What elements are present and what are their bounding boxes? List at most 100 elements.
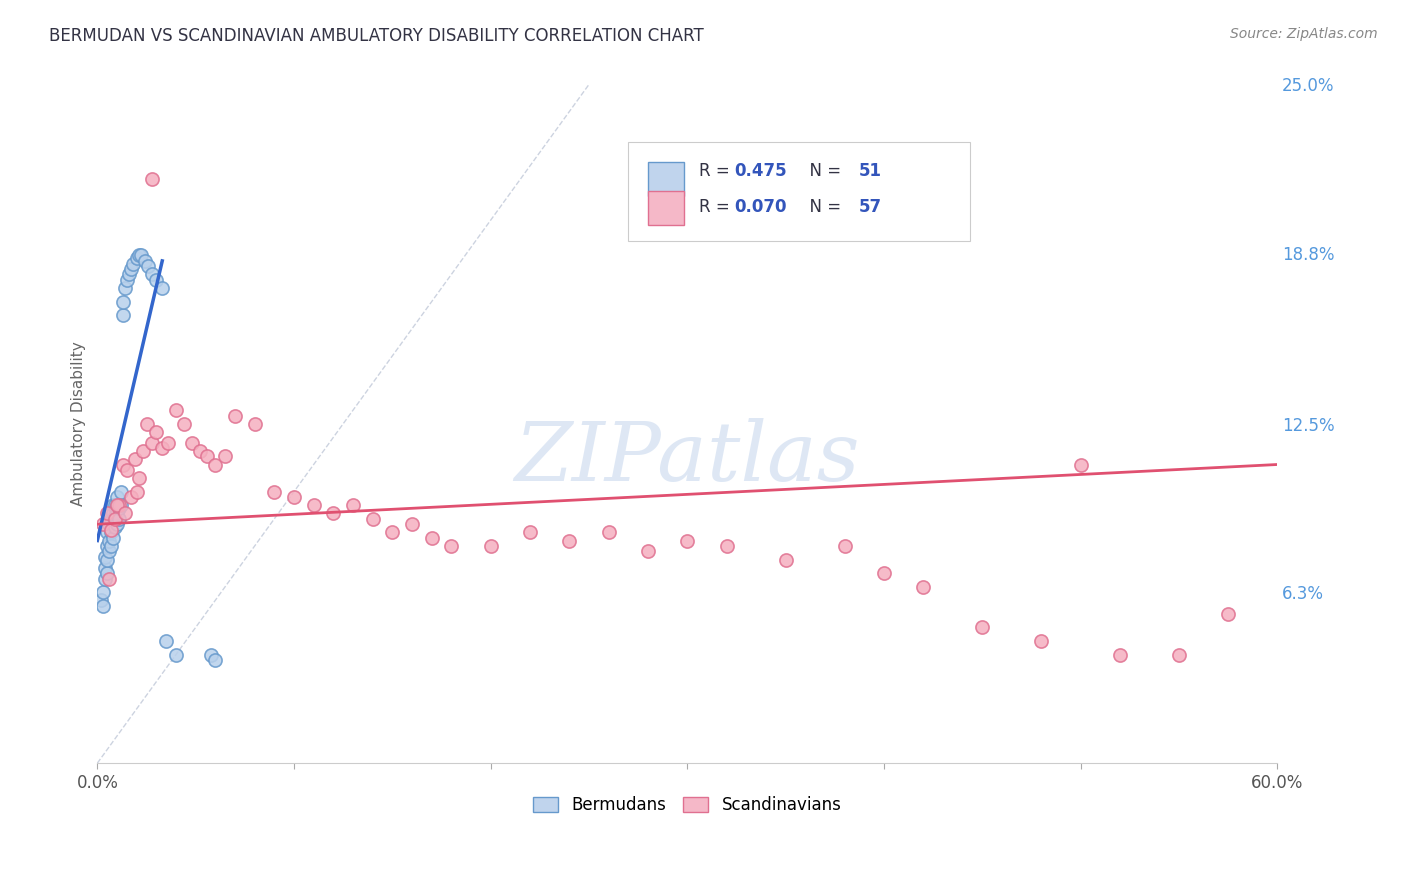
- Point: [129, 248, 152, 262]
- Point: [105, 517, 128, 532]
- Point: [90, 593, 112, 607]
- Point: [361, 512, 384, 526]
- Point: [105, 498, 128, 512]
- Point: [96, 566, 118, 580]
- Point: [155, 634, 177, 648]
- Point: [519, 525, 541, 540]
- Text: N =: N =: [800, 198, 846, 216]
- Text: R =: R =: [699, 198, 735, 216]
- FancyBboxPatch shape: [648, 162, 683, 196]
- FancyBboxPatch shape: [628, 142, 970, 241]
- Point: [100, 525, 122, 540]
- Point: [98, 572, 121, 586]
- Point: [120, 490, 142, 504]
- Point: [283, 490, 305, 504]
- Point: [224, 409, 246, 423]
- Point: [676, 533, 699, 548]
- Point: [94, 572, 117, 586]
- Point: [96, 507, 118, 521]
- Point: [204, 653, 226, 667]
- Point: [598, 525, 620, 540]
- Point: [440, 539, 463, 553]
- Point: [98, 544, 121, 558]
- Point: [104, 520, 127, 534]
- Point: [150, 281, 173, 295]
- Text: ZIPatlas: ZIPatlas: [515, 417, 860, 498]
- Point: [118, 268, 141, 282]
- Point: [263, 484, 285, 499]
- Point: [135, 417, 157, 431]
- Text: BERMUDAN VS SCANDINAVIAN AMBULATORY DISABILITY CORRELATION CHART: BERMUDAN VS SCANDINAVIAN AMBULATORY DISA…: [49, 27, 704, 45]
- Point: [100, 507, 122, 521]
- Point: [125, 251, 148, 265]
- Text: Source: ZipAtlas.com: Source: ZipAtlas.com: [1230, 27, 1378, 41]
- Point: [912, 580, 935, 594]
- Point: [1109, 648, 1132, 662]
- Text: 0.475: 0.475: [734, 162, 787, 180]
- Point: [479, 539, 502, 553]
- Point: [214, 450, 236, 464]
- Point: [243, 417, 266, 431]
- Point: [420, 531, 443, 545]
- Point: [101, 507, 124, 521]
- Point: [104, 512, 127, 526]
- Point: [197, 450, 219, 464]
- Point: [104, 498, 127, 512]
- Point: [101, 498, 124, 512]
- Point: [110, 484, 132, 499]
- Point: [98, 533, 121, 548]
- Point: [342, 498, 364, 512]
- Text: R =: R =: [699, 162, 735, 180]
- Point: [94, 549, 117, 564]
- Point: [188, 444, 211, 458]
- Point: [145, 273, 167, 287]
- Point: [115, 273, 138, 287]
- Point: [775, 552, 797, 566]
- Point: [1031, 634, 1053, 648]
- Point: [141, 435, 163, 450]
- Point: [128, 248, 150, 262]
- Point: [141, 268, 163, 282]
- Point: [96, 525, 118, 540]
- Point: [94, 560, 117, 574]
- Point: [91, 585, 114, 599]
- Point: [100, 523, 122, 537]
- Point: [115, 463, 138, 477]
- FancyBboxPatch shape: [648, 191, 683, 225]
- Point: [121, 257, 143, 271]
- Point: [165, 648, 187, 662]
- Point: [381, 525, 404, 540]
- Point: [114, 281, 136, 295]
- Point: [637, 544, 659, 558]
- Text: 57: 57: [859, 198, 882, 216]
- Point: [1070, 458, 1092, 472]
- Point: [114, 507, 136, 521]
- Point: [141, 172, 163, 186]
- Y-axis label: Ambulatory Disability: Ambulatory Disability: [72, 342, 86, 506]
- Point: [150, 441, 173, 455]
- Point: [322, 507, 344, 521]
- Point: [157, 435, 180, 450]
- Point: [105, 507, 128, 521]
- Point: [91, 599, 114, 613]
- Point: [145, 425, 167, 439]
- Point: [104, 509, 127, 524]
- Point: [111, 294, 134, 309]
- Point: [125, 484, 148, 499]
- Point: [101, 531, 124, 545]
- Text: 51: 51: [859, 162, 882, 180]
- Point: [96, 552, 118, 566]
- Point: [138, 260, 160, 274]
- Point: [558, 533, 581, 548]
- Legend: Bermudans, Scandinavians: Bermudans, Scandinavians: [524, 788, 849, 822]
- Point: [98, 517, 121, 532]
- Point: [111, 308, 134, 322]
- Point: [302, 498, 325, 512]
- Point: [108, 500, 131, 515]
- Point: [401, 517, 423, 532]
- Point: [972, 620, 994, 634]
- Point: [105, 498, 128, 512]
- Point: [134, 253, 156, 268]
- Point: [91, 517, 114, 532]
- Point: [128, 471, 150, 485]
